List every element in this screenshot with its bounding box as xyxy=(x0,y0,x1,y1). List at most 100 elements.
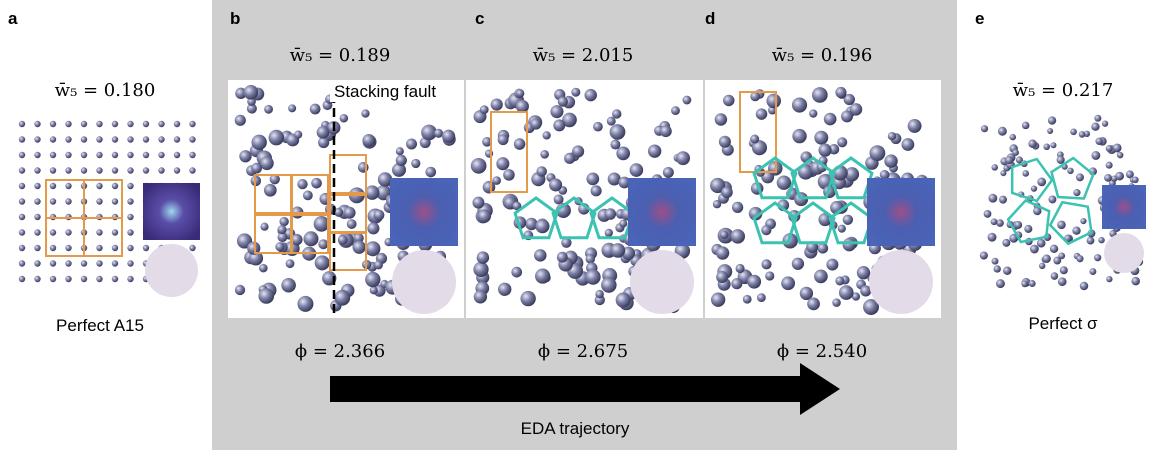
particle xyxy=(189,136,195,142)
particle xyxy=(516,100,529,113)
particle xyxy=(127,229,133,235)
particle xyxy=(1050,245,1058,253)
particle xyxy=(127,152,133,158)
particle xyxy=(19,152,25,158)
particle xyxy=(260,156,274,170)
particle xyxy=(1028,140,1036,148)
particle xyxy=(315,255,330,270)
panel-label: c xyxy=(475,9,484,28)
particle xyxy=(648,144,661,157)
particle xyxy=(1030,245,1039,254)
particle xyxy=(750,135,759,144)
particle xyxy=(347,219,357,229)
particle xyxy=(81,152,87,158)
particle xyxy=(65,198,71,204)
particle xyxy=(841,110,853,122)
particle xyxy=(96,245,102,251)
particle xyxy=(50,121,56,127)
particle xyxy=(1010,134,1016,140)
particle xyxy=(908,119,922,133)
particle xyxy=(367,222,379,234)
particle xyxy=(998,127,1007,136)
particle xyxy=(792,258,804,270)
particle xyxy=(1106,276,1112,282)
particle xyxy=(19,183,25,189)
particle xyxy=(1076,255,1083,262)
particle xyxy=(1037,178,1046,187)
particle xyxy=(731,278,742,289)
particle xyxy=(1089,268,1096,275)
particle xyxy=(311,178,322,189)
w5-value: w̄₅ = 2.015 xyxy=(533,45,634,66)
particle xyxy=(34,198,40,204)
particle xyxy=(839,285,854,300)
particle xyxy=(112,198,118,204)
particle xyxy=(747,275,761,289)
particle xyxy=(294,131,302,139)
particle xyxy=(189,245,195,251)
particle xyxy=(585,269,600,284)
particle xyxy=(536,166,547,177)
particle xyxy=(189,167,195,173)
particle xyxy=(288,104,296,112)
particle xyxy=(34,183,40,189)
particle xyxy=(143,167,149,173)
particle xyxy=(174,152,180,158)
particle xyxy=(1117,152,1124,159)
particle xyxy=(660,125,672,137)
particle xyxy=(303,190,313,200)
panel-label: d xyxy=(705,9,715,28)
particle xyxy=(112,245,118,251)
particle xyxy=(721,186,733,198)
particle xyxy=(425,167,436,178)
particle xyxy=(818,144,831,157)
particle xyxy=(34,245,40,251)
particle xyxy=(838,225,846,233)
particle xyxy=(81,276,87,282)
particle xyxy=(96,183,102,189)
particle xyxy=(1102,121,1108,127)
particle xyxy=(96,260,102,266)
particle xyxy=(535,268,550,283)
particle xyxy=(269,130,285,146)
particle xyxy=(584,89,596,101)
particle xyxy=(535,219,549,233)
particle xyxy=(1070,128,1077,135)
particle xyxy=(258,288,274,304)
diffraction-inset xyxy=(1104,233,1144,273)
particle xyxy=(1014,221,1022,229)
particle xyxy=(259,264,268,273)
particle xyxy=(112,152,118,158)
w5-value: w̄₅ = 0.196 xyxy=(772,45,873,66)
particle xyxy=(991,164,998,171)
diffraction-inset xyxy=(392,250,456,314)
particle xyxy=(996,279,1005,288)
particle xyxy=(554,194,564,204)
particle xyxy=(835,87,846,98)
particle xyxy=(406,139,417,150)
particle xyxy=(593,122,603,132)
particle xyxy=(807,298,820,311)
particle xyxy=(809,109,817,117)
particle xyxy=(616,293,631,308)
particle xyxy=(1106,145,1113,152)
particle xyxy=(766,94,781,109)
particle xyxy=(361,109,369,117)
particle xyxy=(251,163,262,174)
particle xyxy=(683,96,692,105)
particle xyxy=(901,138,914,151)
particle xyxy=(365,241,380,256)
w5-value: w̄₅ = 0.189 xyxy=(290,45,391,66)
particle xyxy=(480,105,489,114)
particle xyxy=(19,245,25,251)
particle xyxy=(158,136,164,142)
particle xyxy=(605,229,613,237)
particle xyxy=(1021,281,1028,288)
particle xyxy=(630,163,644,177)
particle xyxy=(158,152,164,158)
particle xyxy=(477,251,489,263)
particle xyxy=(65,136,71,142)
particle xyxy=(34,260,40,266)
particle xyxy=(19,276,25,282)
particle xyxy=(112,136,118,142)
